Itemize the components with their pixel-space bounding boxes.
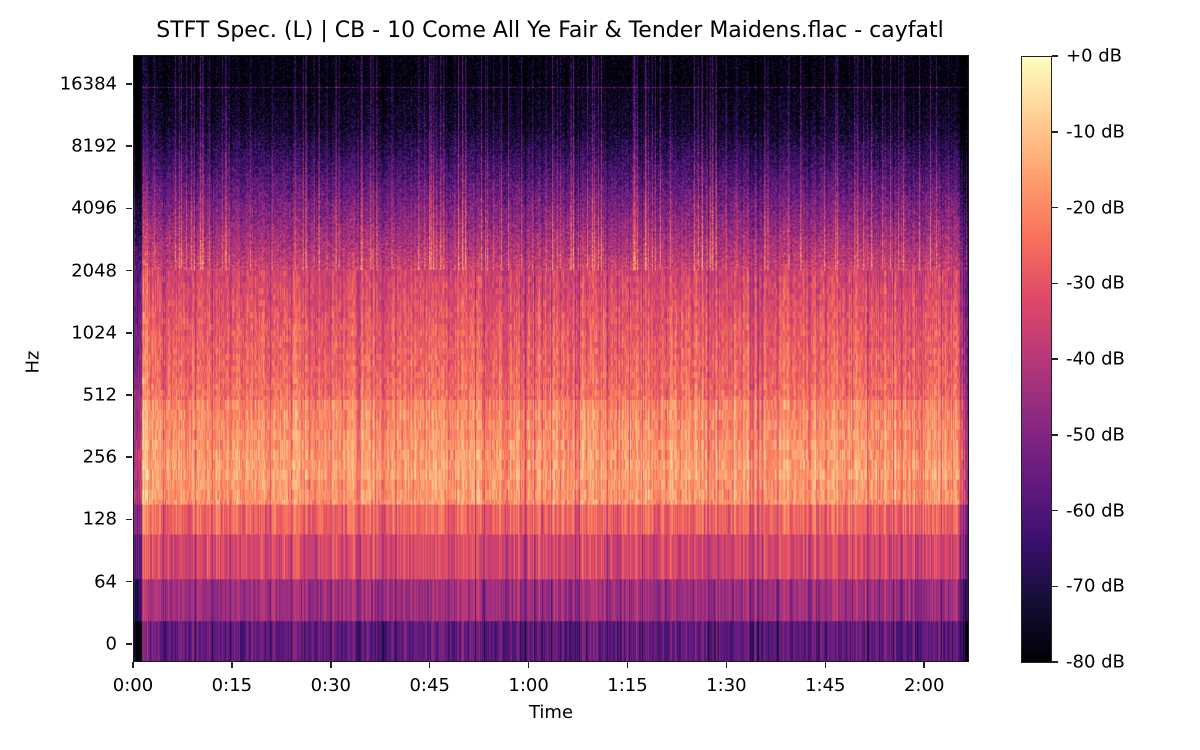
- colorbar-tick-label: +0 dB: [1066, 45, 1123, 67]
- x-tick-mark: [923, 662, 925, 668]
- colorbar: [1021, 56, 1052, 663]
- x-tick-mark: [428, 662, 431, 668]
- y-axis-title: Hz: [22, 350, 44, 374]
- y-tick-mark: [126, 332, 132, 334]
- y-tick-mark: [126, 269, 132, 272]
- colorbar-tick-label: -80 dB: [1066, 651, 1125, 673]
- colorbar-tick-label: -70 dB: [1066, 575, 1125, 597]
- x-tick-label: 1:45: [805, 675, 846, 696]
- x-tick-mark: [330, 662, 332, 668]
- x-tick-mark: [231, 662, 233, 668]
- y-tick-mark: [126, 83, 132, 85]
- y-tick-mark: [126, 394, 132, 396]
- y-tick-mark: [126, 207, 132, 210]
- x-tick-label: 1:15: [607, 675, 648, 696]
- y-tick-label: 256: [82, 446, 117, 468]
- colorbar-tick-mark: [1052, 55, 1058, 57]
- x-tick-mark: [626, 662, 629, 668]
- y-tick-mark: [126, 456, 132, 458]
- colorbar-tick-label: -20 dB: [1066, 197, 1125, 218]
- colorbar-tick-mark: [1052, 206, 1058, 209]
- x-tick-mark: [527, 662, 530, 668]
- y-tick-label: 2048: [71, 260, 117, 282]
- colorbar-tick-label: -60 dB: [1066, 500, 1125, 521]
- y-tick-label: 0: [105, 633, 117, 655]
- x-tick-mark: [824, 662, 827, 668]
- spectrogram-image: [134, 56, 968, 661]
- y-tick-label: 128: [82, 508, 117, 530]
- x-tick-mark: [132, 662, 134, 668]
- colorbar-tick-label: -10 dB: [1066, 121, 1125, 143]
- x-tick-label: 0:00: [112, 675, 154, 696]
- y-tick-mark: [126, 643, 132, 645]
- colorbar-tick-mark: [1052, 585, 1058, 587]
- x-tick-label: 0:15: [211, 675, 253, 696]
- x-tick-label: 2:00: [903, 675, 945, 696]
- colorbar-tick-mark: [1052, 661, 1058, 663]
- colorbar-tick-mark: [1052, 131, 1058, 133]
- x-tick-label: 1:30: [706, 675, 747, 696]
- x-tick-label: 0:45: [409, 675, 450, 696]
- chart-title: STFT Spec. (L) | CB - 10 Come All Ye Fai…: [156, 18, 944, 43]
- colorbar-tick-mark: [1052, 358, 1058, 360]
- colorbar-tick-label: -50 dB: [1066, 424, 1125, 446]
- y-tick-label: 16384: [59, 73, 117, 95]
- x-tick-label: 1:00: [508, 675, 549, 696]
- x-axis-title: Time: [528, 702, 574, 723]
- y-tick-mark: [126, 580, 132, 583]
- colorbar-tick-mark: [1052, 282, 1058, 284]
- x-tick-label: 0:30: [310, 675, 352, 696]
- x-tick-mark: [725, 662, 728, 668]
- colorbar-tick-label: -40 dB: [1066, 348, 1125, 370]
- y-tick-mark: [126, 518, 132, 521]
- spectrogram-plot-area: [133, 55, 969, 662]
- y-tick-label: 4096: [71, 197, 117, 219]
- y-tick-label: 64: [94, 571, 117, 593]
- y-tick-mark: [126, 145, 132, 147]
- colorbar-tick-mark: [1052, 509, 1058, 512]
- y-tick-label: 512: [82, 384, 117, 406]
- colorbar-tick-mark: [1052, 434, 1058, 436]
- y-tick-label: 8192: [71, 135, 117, 157]
- y-tick-label: 1024: [71, 322, 117, 344]
- colorbar-tick-label: -30 dB: [1066, 272, 1125, 294]
